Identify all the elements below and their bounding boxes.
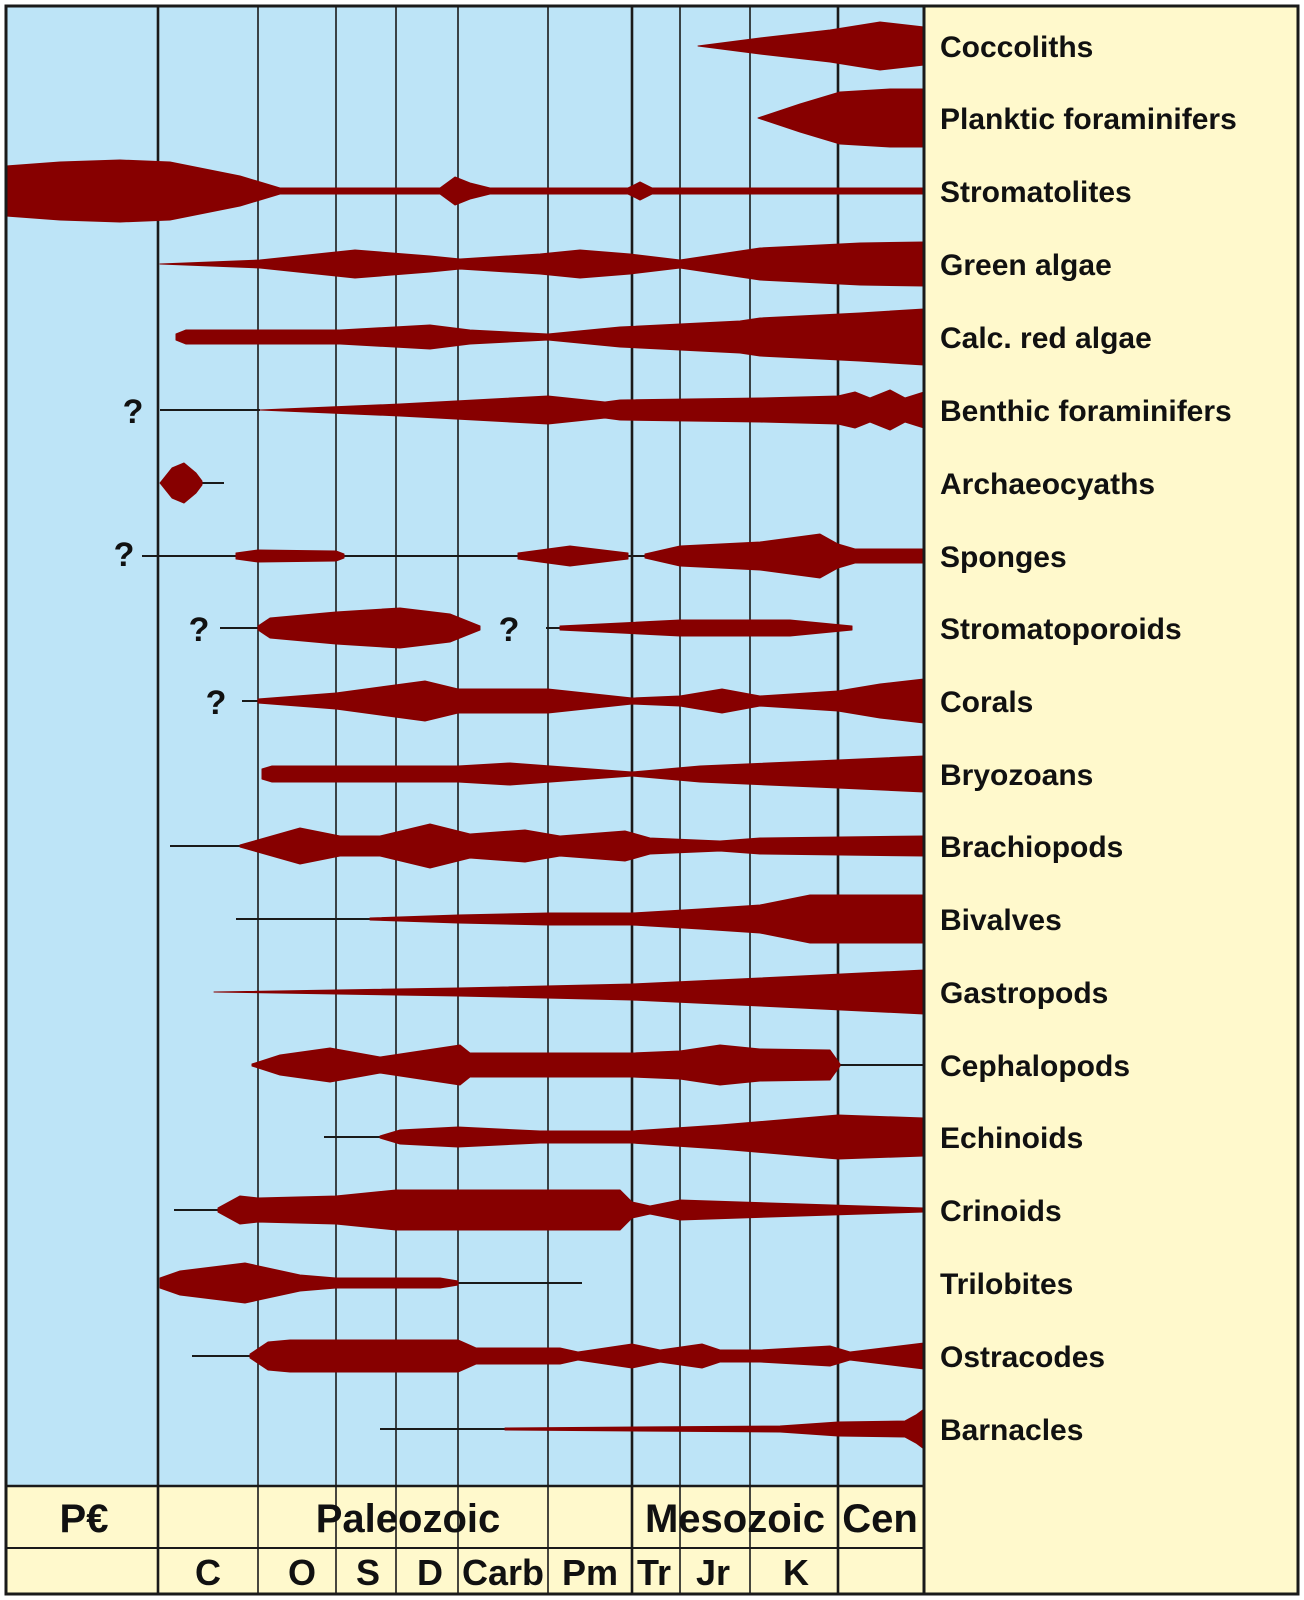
question-mark-5: ? [206,684,227,722]
taxon-label-brachiopods: Brachiopods [940,831,1123,864]
taxon-label-calc-red-algae: Calc. red algae [940,322,1152,355]
taxon-label-planktic-foraminifers: Planktic foraminifers [940,103,1237,136]
period-label-tr: Tr [637,1552,671,1593]
outer-frame [4,4,1300,1596]
taxon-label-stromatolites: Stromatolites [940,176,1132,209]
stromatoporoids-spindle-early [257,607,481,649]
taxon-label-crinoids: Crinoids [940,1195,1062,1228]
taxon-label-archaeocyaths: Archaeocyaths [940,468,1155,501]
period-label-k: K [783,1552,809,1593]
era-label-cen: Cen [842,1497,918,1541]
taxon-label-coccoliths: Coccoliths [940,31,1093,64]
question-mark-3: ? [189,611,210,649]
period-label-s: S [356,1552,380,1593]
period-label-o: O [288,1552,316,1593]
taxon-label-green-algae: Green algae [940,249,1112,282]
period-label-carb: Carb [462,1552,544,1593]
sponges-spindle-mid [517,545,629,567]
trilobites-spindle [159,1262,459,1304]
taxon-label-sponges: Sponges [940,541,1067,574]
label-column-background [924,6,1298,1594]
question-mark-4: ? [499,611,520,649]
era-label-paleozoic: Paleozoic [316,1497,501,1541]
taxon-label-trilobites: Trilobites [940,1268,1073,1301]
taxon-label-bivalves: Bivalves [940,904,1062,937]
stromatoporoids-spindle-late [559,619,853,637]
taxon-label-bryozoans: Bryozoans [940,759,1093,792]
cephalopods-spindle [251,1044,841,1086]
sponges-spindle-early [235,549,345,563]
period-label-c: C [195,1552,221,1593]
period-label-pm: Pm [562,1552,618,1593]
plot-area-background [6,6,924,1486]
era-label-mesozoic: Mesozoic [645,1497,825,1541]
taxon-label-echinoids: Echinoids [940,1122,1083,1155]
period-label-jr: Jr [696,1552,730,1593]
taxon-label-barnacles: Barnacles [940,1414,1083,1447]
period-label-d: D [417,1552,443,1593]
taxon-label-cephalopods: Cephalopods [940,1050,1130,1083]
era-label-precambrian: P€ [60,1497,109,1541]
taxon-label-stromatoporoids: Stromatoporoids [940,613,1182,646]
taxon-label-benthic-foraminifers: Benthic foraminifers [940,395,1232,428]
taxon-label-ostracodes: Ostracodes [940,1341,1105,1374]
taxon-label-gastropods: Gastropods [940,977,1108,1010]
taxon-label-corals: Corals [940,686,1033,719]
question-mark-2: ? [114,536,135,574]
archaeocyaths-spindle [159,462,203,504]
question-mark-1: ? [123,393,144,431]
